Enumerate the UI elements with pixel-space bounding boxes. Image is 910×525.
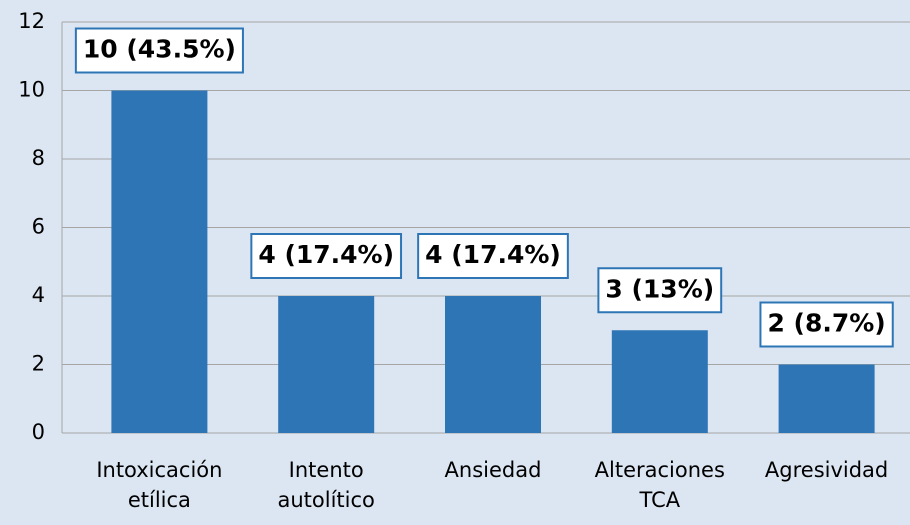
y-tick-label: 0 <box>32 420 45 444</box>
bar <box>278 296 375 433</box>
data-label-text: 4 (17.4%) <box>425 240 561 269</box>
y-tick-label: 12 <box>18 9 45 33</box>
data-label-box <box>250 233 403 279</box>
data-label-text: 4 (17.4%) <box>258 240 394 269</box>
x-tick-label: Ansiedad <box>444 458 542 482</box>
data-label-text: 2 (8.7%) <box>767 309 885 338</box>
bar <box>111 90 208 433</box>
data-label-text: 3 (13%) <box>605 274 714 303</box>
x-tick-label: Agresividad <box>764 458 889 482</box>
x-tick-label: Intoxicación etílica <box>96 458 223 512</box>
data-label: 10 (43.5%) <box>74 27 244 74</box>
data-label: 4 (17.4%) <box>417 233 569 279</box>
data-label: 2 (8.7%) <box>759 301 894 348</box>
y-tick-label: 10 <box>18 78 45 102</box>
data-label-text: 10 (43.5%) <box>83 35 236 64</box>
y-tick-label: 8 <box>32 146 45 170</box>
bar <box>611 330 708 433</box>
x-tick-label: Intento autolítico <box>277 458 375 512</box>
bar <box>445 296 541 433</box>
data-label-box <box>759 301 894 348</box>
data-label: 4 (17.4%) <box>250 233 403 279</box>
x-tick-label: Alteraciones TCA <box>594 458 725 512</box>
bar <box>778 364 875 433</box>
data-label-box <box>417 233 569 279</box>
data-label-box <box>597 267 723 314</box>
y-tick-label: 6 <box>32 215 45 239</box>
data-label-box <box>74 27 244 74</box>
y-tick-label: 4 <box>32 283 45 307</box>
y-tick-label: 2 <box>32 352 45 376</box>
data-label: 3 (13%) <box>597 267 723 314</box>
